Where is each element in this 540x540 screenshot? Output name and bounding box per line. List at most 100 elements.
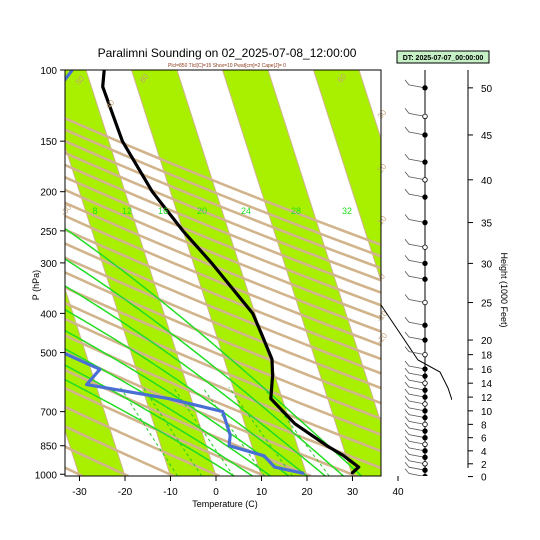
moist-adiabat [65, 308, 308, 476]
height-tick-label: 12 [481, 393, 493, 404]
x-tick-label: 30 [347, 487, 359, 498]
mixing-ratio-line [120, 387, 178, 476]
wind-marker [422, 113, 428, 120]
x-tick-label: 40 [392, 487, 404, 498]
dry-adiabat [65, 425, 175, 476]
wind-marker [422, 373, 428, 379]
wind-barb [404, 153, 426, 163]
wind-barb [404, 416, 426, 425]
wind-marker [422, 467, 428, 473]
wind-marker [422, 322, 428, 328]
mixing-ratio-line [142, 387, 203, 476]
height-tick-label: 30 [481, 259, 493, 270]
datetime-label: DT: 2025-07-07_00:00:00 [403, 55, 484, 62]
wind-marker [422, 421, 428, 428]
temperature-point [151, 190, 154, 193]
isotherm-line [313, 70, 381, 283]
plot-frame [64, 69, 382, 477]
temperature-point [294, 422, 296, 425]
x-tick-label: 20 [301, 487, 313, 498]
mixing-ratio-label: 28 [291, 206, 301, 216]
dry-adiabat [65, 163, 381, 295]
wind-marker [422, 244, 428, 250]
wind-marker [422, 414, 428, 421]
height-tick-label: 10 [481, 407, 493, 418]
chart-title: Paralimni Sounding on 02_2025-07-08_12:0… [98, 46, 357, 60]
wind-marker [422, 448, 428, 454]
height-tick-label: 18 [481, 351, 493, 362]
dewpoint-point [37, 329, 39, 331]
wind-marker [422, 380, 428, 386]
height-tick-label: 20 [481, 336, 493, 347]
wind-marker [422, 337, 428, 343]
y-tick-label: 100 [40, 66, 57, 77]
mixing-ratio-labels: 8 12 16 20 24 28 32 [92, 206, 352, 216]
moist-adiabat [65, 285, 326, 476]
dry-adiabat [65, 301, 381, 436]
wind-marker [422, 132, 428, 138]
dewpoint-point [167, 397, 170, 400]
y-tick-label: 400 [40, 309, 57, 320]
moist-adiabat [65, 258, 344, 476]
temperature-point [271, 374, 274, 377]
wind-barb [404, 360, 426, 370]
isotherm-band [222, 70, 381, 476]
dry-adiabat [65, 175, 381, 307]
wind-marker [422, 428, 428, 434]
isotherm-line [176, 70, 308, 476]
wind-marker [422, 366, 428, 372]
wind-barb [404, 188, 426, 198]
mixing-ratio-line [263, 387, 330, 476]
dry-adiabat [65, 405, 220, 476]
isotherm-band [0, 70, 34, 476]
wind-barb [404, 468, 425, 476]
wind-marker [422, 401, 428, 407]
height-tick-label: 2 [481, 460, 487, 471]
y-tick-label: 300 [40, 259, 57, 270]
wind-barb [404, 126, 426, 136]
y-tick-label: 150 [40, 137, 57, 148]
dewpoint-point [32, 115, 34, 117]
height-tick-label: 25 [481, 299, 493, 310]
y-axis-label: P (hPa) [31, 270, 41, 300]
height-tick-label: 16 [481, 365, 493, 376]
wind-barb [404, 79, 426, 89]
dry-adiabat [65, 317, 381, 453]
x-tick-label: 0 [213, 487, 219, 498]
dry-adiabat-label: 0 [377, 271, 387, 281]
wind-barb [404, 442, 426, 452]
wind-marker [422, 219, 428, 226]
temperature-point [326, 444, 328, 447]
temperature-point [271, 358, 273, 361]
y-tick-label: 250 [40, 227, 57, 238]
dry-adiabat [65, 151, 381, 282]
height-tick-label: 8 [481, 420, 487, 431]
wind-marker [422, 276, 428, 282]
wind-barb [404, 436, 426, 445]
wind-barb [404, 461, 426, 471]
dry-adiabat [65, 201, 381, 333]
temperature-point [260, 333, 263, 335]
wind-barb [404, 367, 426, 377]
wind-barb [404, 381, 426, 391]
moist-adiabat [65, 378, 235, 476]
y-tick-label: 700 [40, 408, 57, 419]
dry-adiabat [65, 286, 381, 421]
wind-barb [404, 402, 426, 412]
isotherm-line [222, 70, 353, 476]
height-tick-label: 14 [481, 379, 493, 390]
wind-barb [404, 331, 426, 341]
wind-marker [422, 454, 428, 461]
mixing-ratio-label: 24 [241, 206, 251, 216]
dewpoint-point [21, 152, 23, 154]
plot-area [0, 70, 381, 476]
wind-marker [422, 159, 428, 165]
dry-adiabat [65, 116, 381, 247]
dewpoint-point [59, 86, 61, 88]
wind-marker [422, 394, 428, 400]
mixing-ratio-label: 20 [197, 206, 207, 216]
temperature-point [350, 472, 353, 475]
mixing-ratio-label: 8 [92, 206, 97, 216]
height-axis: 0 2 4 6 8 10 12 14 16 18 20 25 30 35 40 45 50 [467, 70, 493, 484]
